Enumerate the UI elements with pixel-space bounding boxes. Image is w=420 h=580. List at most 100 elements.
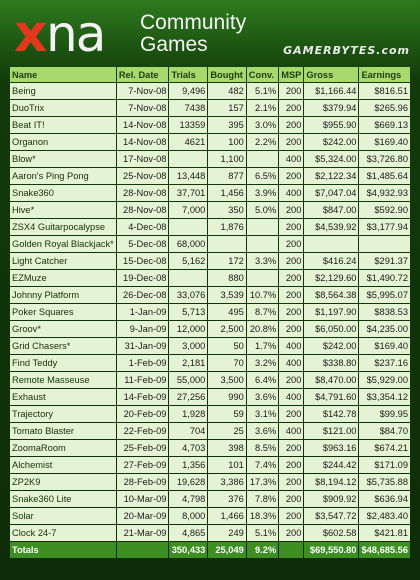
table-row: ZoomaRoom 25-Feb-09 4,703 398 8.5% 200 $963.16… [10,440,410,456]
cell-rel-date: 14-Nov-08 [116,134,169,150]
table-row: Snake360 28-Nov-08 37,701 1,456 3.9% 400 $7,04… [10,185,410,201]
cell-trials: 1,356 [169,457,208,473]
cell-msp: 200 [279,83,304,99]
cell-name: Johnny Platform [10,287,116,303]
cell-bought: 3,500 [208,372,246,388]
cell-msp: 200 [279,321,304,337]
cell-trials [169,151,208,167]
cell-earnings: $5,735.88 [359,474,410,490]
cell-name: Hive* [10,202,116,218]
cell-name: Groov* [10,321,116,337]
cell-bought: 50 [208,338,246,354]
cell-earnings: $636.94 [359,491,410,507]
cell-trials: 4621 [169,134,208,150]
cell-earnings: $4,932.93 [359,185,410,201]
cell-msp: 200 [279,168,304,184]
cell-trials: 7,000 [169,202,208,218]
cell-msp: 200 [279,270,304,286]
cell-trials: 27,256 [169,389,208,405]
cell-msp: 400 [279,423,304,439]
cell-name: EZMuze [10,270,116,286]
table-row: Light Catcher 15-Dec-08 5,162 172 3.3% 200 $41… [10,253,410,269]
table-row: Grid Chasers* 31-Jan-09 3,000 50 1.7% 400 $242… [10,338,410,354]
cell-gross: $2,122.34 [304,168,359,184]
cell-msp: 400 [279,151,304,167]
cell-gross: $5,324.00 [304,151,359,167]
cell-bought: 3,539 [208,287,246,303]
cell-name: Tomato Blaster [10,423,116,439]
page-header: x na Community Games GAMERBYTES.com [0,0,420,66]
cell-trials: 13359 [169,117,208,133]
cell-trials: 9,496 [169,83,208,99]
cell-gross: $242.00 [304,134,359,150]
cell-gross: $142.78 [304,406,359,422]
cell-msp: 400 [279,338,304,354]
cell-name: Organon [10,134,116,150]
cell-earnings: $669.13 [359,117,410,133]
cell-conv: 3.3% [246,253,279,269]
cell-rel-date: 14-Feb-09 [116,389,169,405]
cell-rel-date: 25-Feb-09 [116,440,169,456]
cell-bought: 100 [208,134,246,150]
cell-rel-date: 22-Feb-09 [116,423,169,439]
cell-rel-date: 1-Feb-09 [116,355,169,371]
logo-x: x [14,6,48,62]
cell-name: Beat IT! [10,117,116,133]
cell-msp: 400 [279,389,304,405]
table-row: EZMuze 19-Dec-08 880 200 $2,129.60 $1,490.72 [10,270,410,286]
cell-conv: 3.9% [246,185,279,201]
cell-rel-date: 20-Mar-09 [116,508,169,524]
cell-name: Grid Chasers* [10,338,116,354]
cell-bought: 990 [208,389,246,405]
cell-bought: 2,500 [208,321,246,337]
cell-rel-date: 17-Nov-08 [116,151,169,167]
cell-msp: 200 [279,236,304,252]
cell-rel-date: 20-Feb-09 [116,406,169,422]
cell-trials: 68,000 [169,236,208,252]
cell-earnings: $5,929.00 [359,372,410,388]
cell-conv: 3.1% [246,406,279,422]
cell-rel-date: 27-Feb-09 [116,457,169,473]
cell-gross: $4,791.60 [304,389,359,405]
cell-bought: 880 [208,270,246,286]
cell-msp: 200 [279,134,304,150]
cell-msp: 200 [279,474,304,490]
cell-earnings: $169.40 [359,134,410,150]
cell-name: Alchemist [10,457,116,473]
cell-gross: $3,547.72 [304,508,359,524]
table-row: Golden Royal Blackjack* 5-Dec-08 68,000 200 [10,236,410,252]
cell-bought: 350 [208,202,246,218]
cell-earnings: $171.09 [359,457,410,473]
cell-earnings: $169.40 [359,338,410,354]
cell-conv: 2.2% [246,134,279,150]
cell-conv: 6.5% [246,168,279,184]
cell-conv: 2.1% [246,100,279,116]
cell-gross: $963.16 [304,440,359,456]
column-header-bought: Bought [208,67,246,82]
cell-msp: 200 [279,253,304,269]
cell-earnings: $592.90 [359,202,410,218]
cell-rel-date: 31-Jan-09 [116,338,169,354]
table-row: Trajectory 20-Feb-09 1,928 59 3.1% 200 $142.78… [10,406,410,422]
table-row: Poker Squares 1-Jan-09 5,713 495 8.7% 200 $1,1… [10,304,410,320]
totals-cell-conv: 9.2% [246,542,279,558]
cell-conv: 7.8% [246,491,279,507]
cell-msp: 200 [279,406,304,422]
cell-bought: 25 [208,423,246,439]
column-header-rel-date: Rel. Date [116,67,169,82]
cell-conv: 18.3% [246,508,279,524]
cell-rel-date: 11-Feb-09 [116,372,169,388]
cell-name: ZSX4 Guitarpocalypse [10,219,116,235]
cell-earnings: $3,726.80 [359,151,410,167]
table-row: Exhaust 14-Feb-09 27,256 990 3.6% 400 $4,791.6… [10,389,410,405]
cell-rel-date: 14-Nov-08 [116,117,169,133]
totals-cell-earnings: $48,685.56 [359,542,410,558]
cell-earnings: $1,490.72 [359,270,410,286]
cell-trials: 5,162 [169,253,208,269]
cell-earnings: $3,177.94 [359,219,410,235]
totals-cell-name: Totals [10,542,116,558]
table-row: Organon 14-Nov-08 4621 100 2.2% 200 $242.00 $16… [10,134,410,150]
cell-earnings: $1,485.64 [359,168,410,184]
cell-gross: $1,166.44 [304,83,359,99]
cell-name: Clock 24-7 [10,525,116,541]
